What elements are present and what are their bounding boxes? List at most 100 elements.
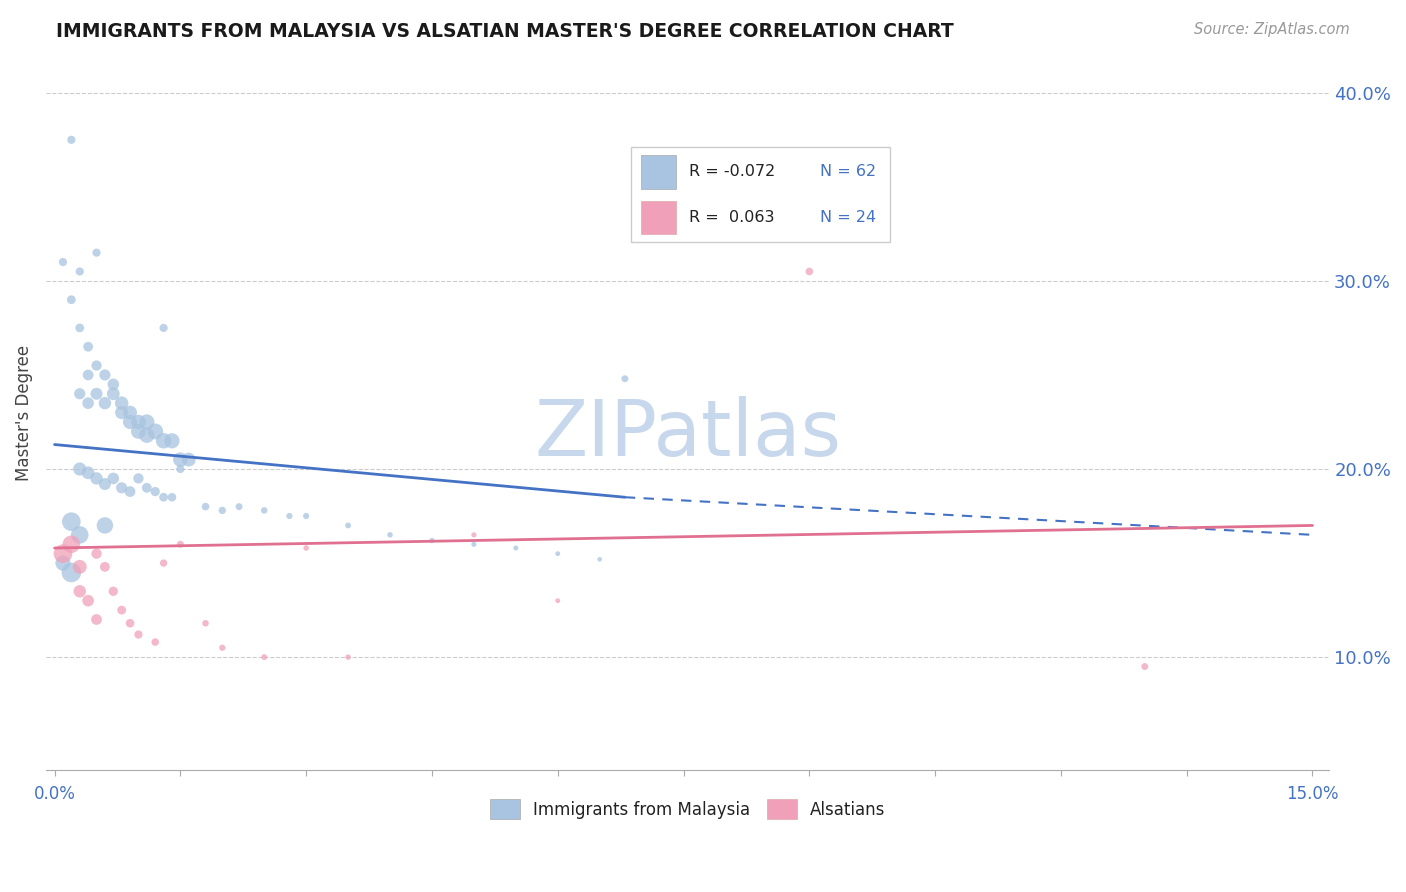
Point xyxy=(295,541,318,555)
Point xyxy=(69,321,91,335)
Point xyxy=(337,518,360,533)
Point xyxy=(60,133,83,147)
Point xyxy=(111,603,134,617)
Point xyxy=(60,515,83,529)
FancyBboxPatch shape xyxy=(641,201,676,235)
Point xyxy=(94,477,117,491)
Text: IMMIGRANTS FROM MALAYSIA VS ALSATIAN MASTER'S DEGREE CORRELATION CHART: IMMIGRANTS FROM MALAYSIA VS ALSATIAN MAS… xyxy=(56,22,955,41)
Text: R =  0.063: R = 0.063 xyxy=(689,210,775,225)
Point xyxy=(52,556,75,570)
Point xyxy=(60,566,83,580)
Point xyxy=(420,533,443,548)
Point xyxy=(463,528,485,542)
Point xyxy=(337,650,360,665)
Point xyxy=(127,415,149,429)
Point xyxy=(120,616,142,631)
Point xyxy=(86,613,108,627)
Point xyxy=(505,541,527,555)
Point xyxy=(77,466,100,480)
Point xyxy=(77,593,100,607)
Point xyxy=(160,490,183,504)
FancyBboxPatch shape xyxy=(641,155,676,188)
Point xyxy=(94,559,117,574)
Point xyxy=(127,471,149,485)
Point xyxy=(86,245,108,260)
Point xyxy=(127,425,149,439)
Point xyxy=(77,396,100,410)
Point xyxy=(69,559,91,574)
Point xyxy=(60,537,83,551)
Legend: Immigrants from Malaysia, Alsatians: Immigrants from Malaysia, Alsatians xyxy=(484,792,893,826)
Point xyxy=(160,434,183,448)
Point xyxy=(589,552,612,566)
Point xyxy=(211,503,233,517)
Point xyxy=(120,484,142,499)
Point xyxy=(194,616,217,631)
Point xyxy=(463,537,485,551)
Point xyxy=(69,462,91,476)
Point xyxy=(103,584,125,599)
Point xyxy=(94,518,117,533)
Point xyxy=(77,368,100,382)
Point xyxy=(143,635,166,649)
Point xyxy=(169,537,191,551)
Point xyxy=(228,500,250,514)
Point xyxy=(60,293,83,307)
Point xyxy=(194,500,217,514)
Text: 0.0%: 0.0% xyxy=(34,785,76,803)
Point xyxy=(1133,659,1156,673)
Point xyxy=(799,264,821,278)
Point xyxy=(135,415,157,429)
Point xyxy=(143,425,166,439)
Point xyxy=(69,264,91,278)
Point xyxy=(52,255,75,269)
Point xyxy=(135,481,157,495)
Text: R = -0.072: R = -0.072 xyxy=(689,164,776,179)
Point xyxy=(127,627,149,641)
Point xyxy=(86,471,108,485)
Point xyxy=(69,386,91,401)
Point xyxy=(152,556,174,570)
Point xyxy=(94,396,117,410)
Point xyxy=(120,406,142,420)
Point xyxy=(135,428,157,442)
Point xyxy=(211,640,233,655)
Point xyxy=(69,528,91,542)
Point xyxy=(177,452,200,467)
Text: N = 62: N = 62 xyxy=(820,164,876,179)
Point xyxy=(77,340,100,354)
Point xyxy=(253,503,276,517)
Text: N = 24: N = 24 xyxy=(820,210,876,225)
Point xyxy=(69,584,91,599)
Point xyxy=(278,509,301,524)
Y-axis label: Master's Degree: Master's Degree xyxy=(15,344,32,481)
Point xyxy=(547,593,569,607)
Point xyxy=(111,406,134,420)
Point xyxy=(152,321,174,335)
Text: ZIPatlas: ZIPatlas xyxy=(534,396,841,472)
Text: Source: ZipAtlas.com: Source: ZipAtlas.com xyxy=(1194,22,1350,37)
Point xyxy=(103,377,125,392)
Point xyxy=(111,481,134,495)
Point xyxy=(94,368,117,382)
Text: 15.0%: 15.0% xyxy=(1286,785,1339,803)
Point xyxy=(120,415,142,429)
Point xyxy=(152,490,174,504)
FancyBboxPatch shape xyxy=(631,147,890,243)
Point xyxy=(86,386,108,401)
Point xyxy=(169,462,191,476)
Point xyxy=(86,359,108,373)
Point xyxy=(253,650,276,665)
Point xyxy=(103,471,125,485)
Point xyxy=(613,372,636,386)
Point xyxy=(378,528,401,542)
Point xyxy=(143,484,166,499)
Point xyxy=(111,396,134,410)
Point xyxy=(295,509,318,524)
Point xyxy=(52,547,75,561)
Point xyxy=(103,386,125,401)
Point xyxy=(152,434,174,448)
Point xyxy=(169,452,191,467)
Point xyxy=(86,547,108,561)
Point xyxy=(547,547,569,561)
